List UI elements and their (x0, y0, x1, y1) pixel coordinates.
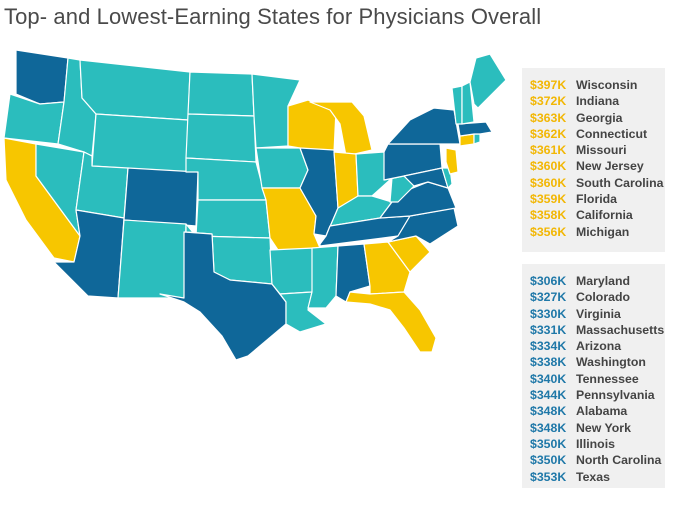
state-nebraska (185, 157, 267, 201)
earning-value: $327K (530, 290, 567, 305)
state-newhampshire (461, 81, 475, 125)
state-michigan (309, 101, 373, 157)
page-title: Top- and Lowest-Earning States for Physi… (4, 4, 542, 29)
state-name: California (576, 208, 633, 223)
earning-value: $306K (530, 274, 567, 288)
state-rhodeisland (473, 133, 481, 145)
earning-value: $340K (530, 371, 567, 386)
earning-value: $330K (530, 306, 567, 321)
state-newyork (387, 107, 461, 145)
earning-value: $362K (530, 126, 567, 141)
state-name: Tennessee (576, 371, 639, 386)
state-wyoming (91, 113, 189, 173)
list-item: $353K Texas (530, 469, 665, 485)
state-southdakota (185, 113, 257, 163)
earning-value: $372K (530, 94, 567, 109)
list-item: $361K Missouri (530, 142, 665, 158)
state-maryland (403, 167, 449, 189)
list-item: $360K South Carolina (530, 175, 665, 191)
state-texas (159, 231, 287, 361)
state-newmexico (117, 219, 187, 299)
state-ohio (355, 151, 393, 197)
list-item: $330K Virginia (530, 306, 665, 322)
earning-value: $363K (530, 110, 567, 125)
list-item: $359K Florida (530, 191, 665, 207)
list-item: $350K Illinois (530, 436, 665, 452)
us-map (3, 49, 507, 361)
state-name: Connecticut (576, 126, 648, 141)
earning-value: $397K (530, 78, 567, 92)
state-name: South Carolina (576, 175, 664, 190)
earning-value: $350K (530, 453, 567, 468)
earning-value: $338K (530, 355, 567, 370)
state-name: Washington (576, 355, 646, 370)
list-item: $360K New Jersey (530, 158, 665, 174)
list-item: $362K Connecticut (530, 126, 665, 142)
state-name: Georgia (576, 110, 623, 125)
state-name: Colorado (576, 290, 630, 305)
earning-value: $360K (530, 159, 567, 174)
state-arkansas (269, 247, 315, 295)
state-newjersey (445, 147, 459, 175)
list-item: $350K North Carolina (530, 452, 665, 468)
earning-value: $361K (530, 143, 567, 158)
state-name: Arizona (576, 339, 622, 354)
earning-value: $348K (530, 404, 567, 419)
list-item: $397K Wisconsin (530, 77, 665, 93)
state-name: Maryland (576, 274, 630, 288)
state-washington (15, 49, 69, 105)
state-name: Wisconsin (576, 78, 638, 92)
list-item: $358K California (530, 207, 665, 223)
earning-value: $356K (530, 224, 567, 239)
earning-value: $360K (530, 175, 567, 190)
state-name: New York (576, 420, 631, 435)
state-massachusetts (457, 121, 493, 137)
state-name: North Carolina (576, 453, 662, 468)
state-name: Indiana (576, 94, 620, 109)
state-maine (469, 53, 507, 109)
lowest-earning-panel: $306K Maryland $327K Colorado $330K Virginia $… (522, 264, 665, 488)
list-item: $344K Pennsylvania (530, 387, 665, 403)
list-item: $356K Michigan (530, 224, 665, 240)
state-name: Illinois (576, 436, 615, 451)
earning-value: $353K (530, 469, 567, 484)
list-item: $340K Tennessee (530, 371, 665, 387)
earning-value: $350K (530, 436, 567, 451)
list-item: $338K Washington (530, 354, 665, 370)
state-iowa (255, 147, 309, 189)
list-item: $348K New York (530, 420, 665, 436)
earning-value: $334K (530, 339, 567, 354)
list-item: $334K Arizona (530, 338, 665, 354)
list-item: $331K Massachusetts (530, 322, 665, 338)
list-item: $363K Georgia (530, 110, 665, 126)
list-item: $348K Alabama (530, 403, 665, 419)
state-name: Virginia (576, 306, 621, 321)
state-name: New Jersey (576, 159, 644, 174)
list-item: $306K Maryland (530, 273, 665, 289)
state-northdakota (187, 71, 255, 117)
state-mississippi (307, 245, 339, 309)
state-name: Alabama (576, 404, 628, 419)
state-name: Michigan (576, 224, 630, 239)
list-item: $372K Indiana (530, 93, 665, 109)
state-name: Missouri (576, 143, 627, 158)
top-earning-panel: $397K Wisconsin $372K Indiana $363K Georgia $3… (522, 68, 665, 252)
earning-value: $344K (530, 388, 567, 403)
earning-value: $348K (530, 420, 567, 435)
list-item: $327K Colorado (530, 289, 665, 305)
earning-value: $358K (530, 208, 567, 223)
state-name: Pennsylvania (576, 388, 655, 403)
state-name: Massachusetts (576, 322, 665, 337)
state-name: Texas (576, 469, 610, 484)
earning-value: $359K (530, 192, 567, 207)
earning-value: $331K (530, 322, 567, 337)
state-colorado (123, 167, 199, 227)
state-name: Florida (576, 192, 617, 207)
state-montana (79, 59, 191, 121)
state-kansas (195, 199, 271, 239)
state-florida (345, 291, 437, 353)
